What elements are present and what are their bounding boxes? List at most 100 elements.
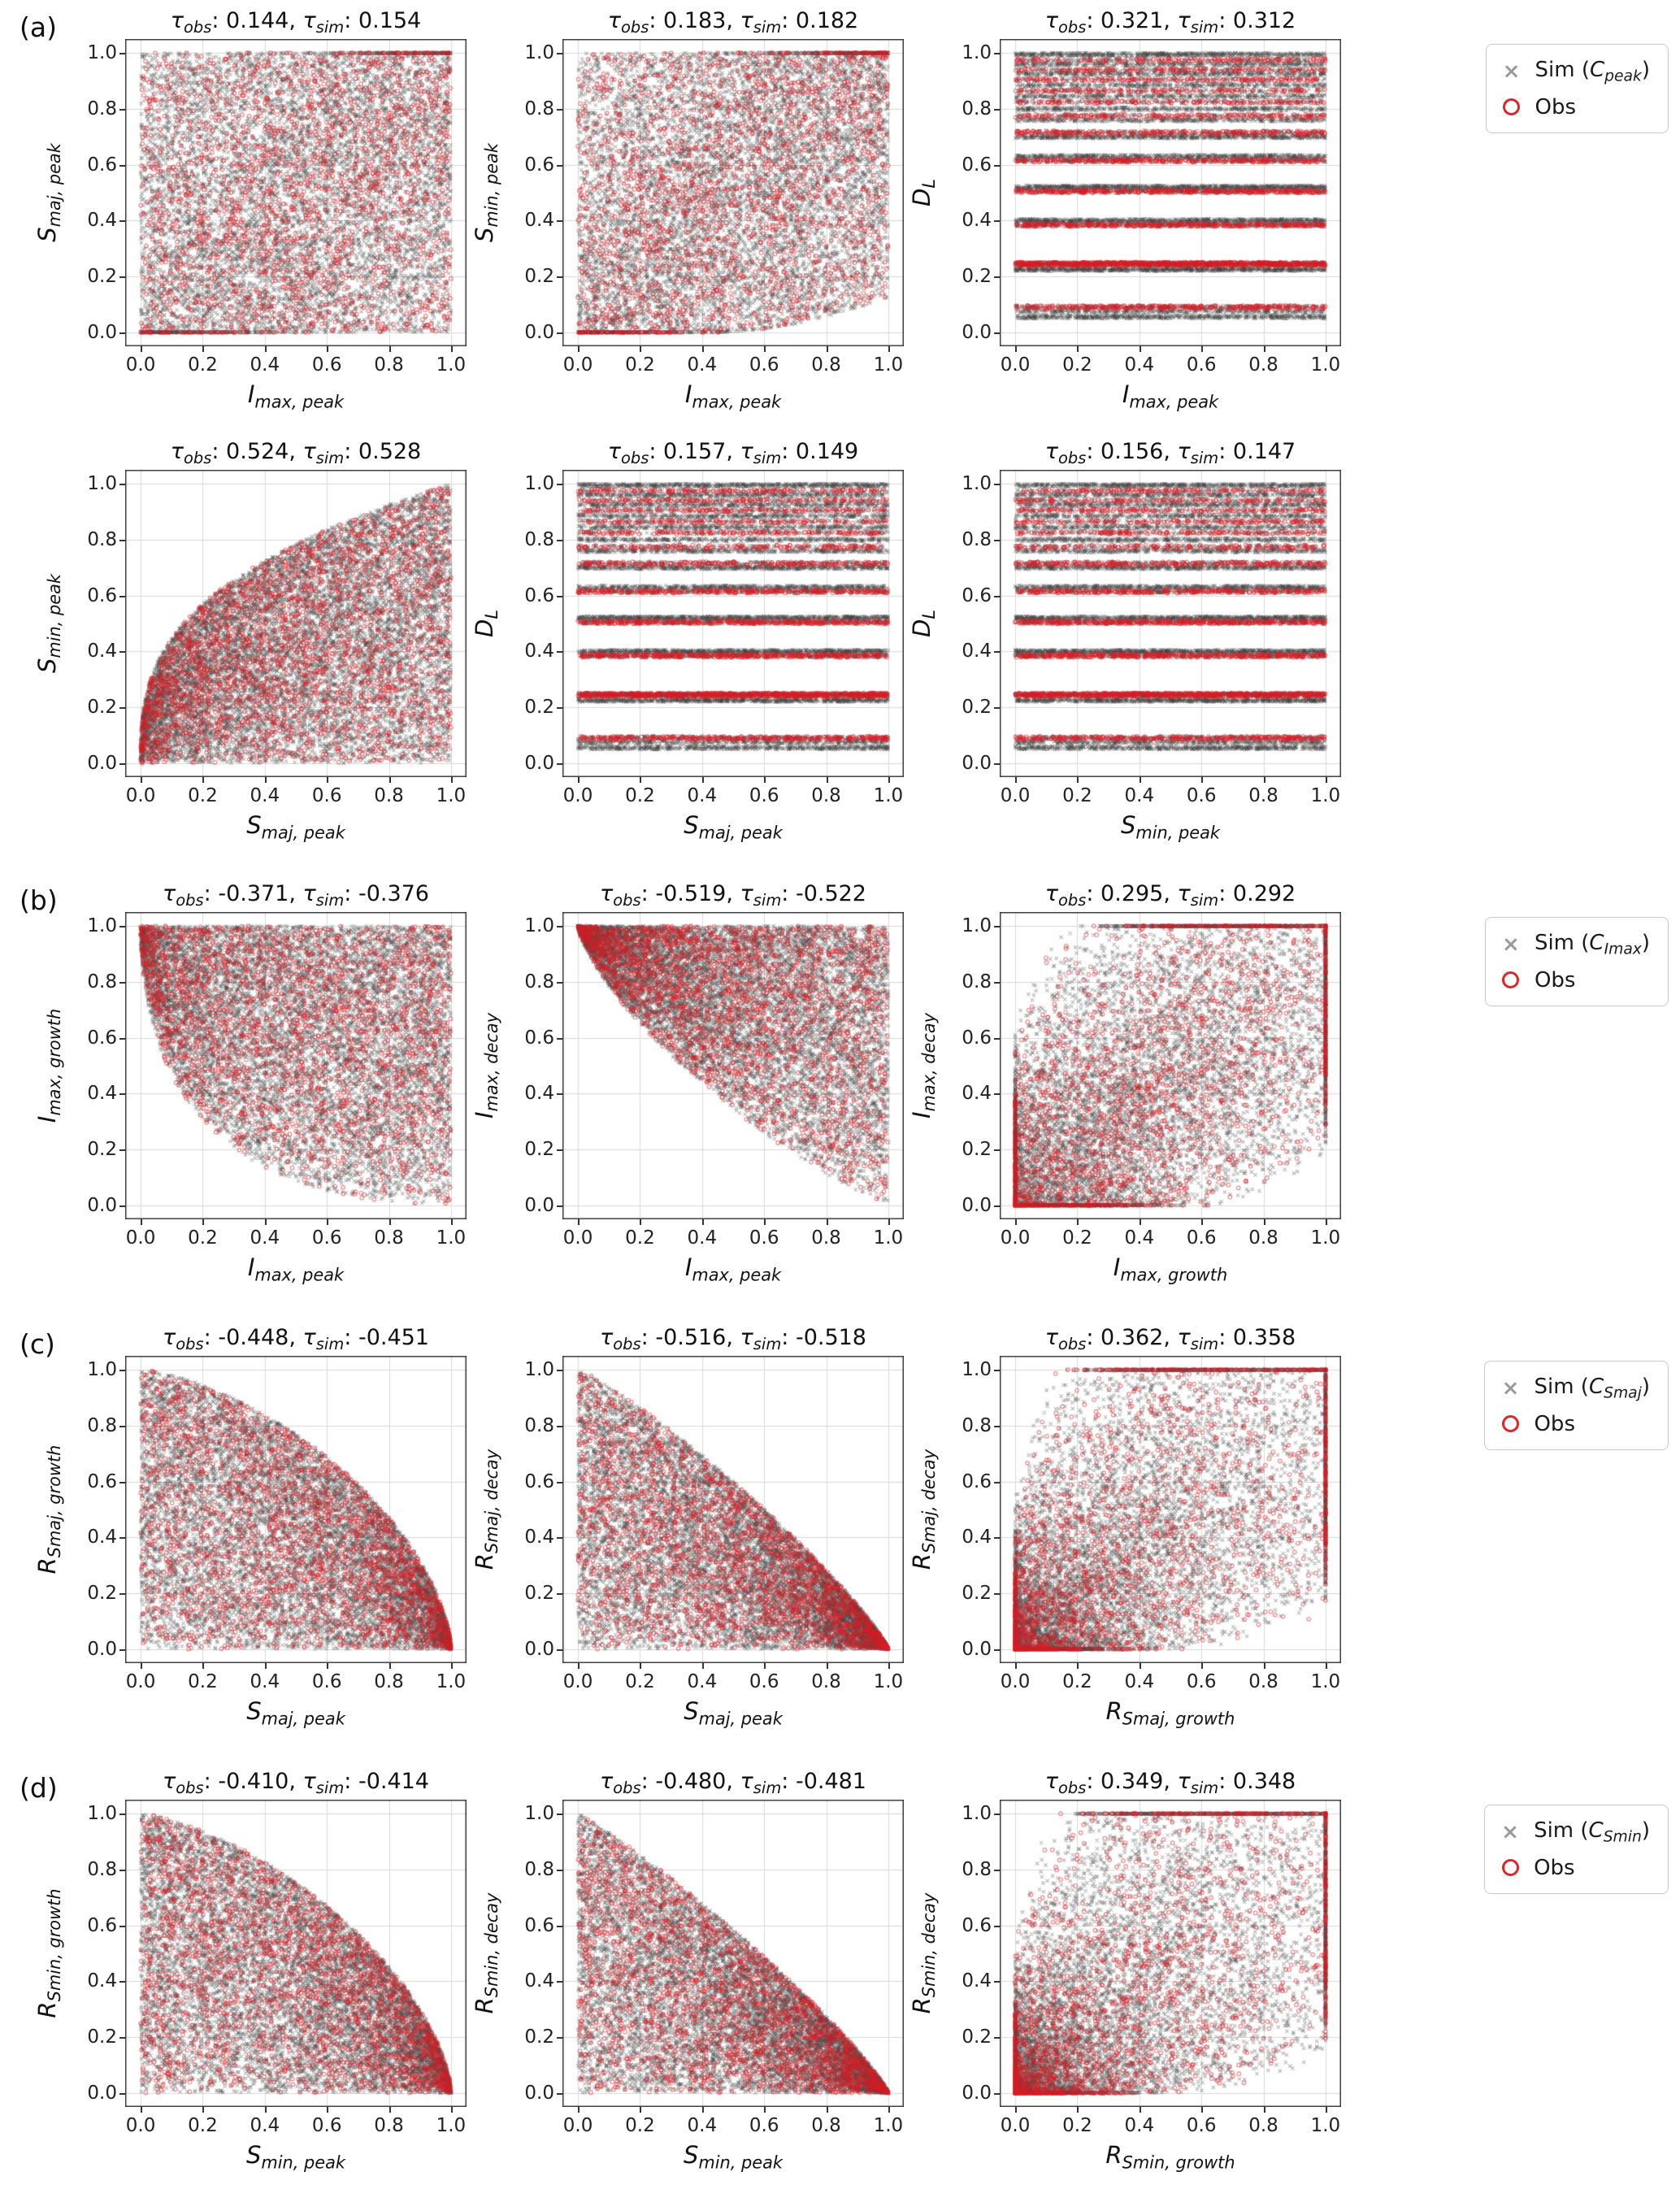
x-tick-mark <box>888 777 890 783</box>
y-tick-label: 1.0 <box>87 473 117 495</box>
y-tick-label: 0.6 <box>524 1914 554 1936</box>
x-tick-mark <box>450 1219 453 1225</box>
x-tick-mark <box>1201 2107 1204 2113</box>
legend-label: Sim (CSmaj) <box>1534 1375 1650 1402</box>
scatter-canvas-a2 <box>562 39 904 346</box>
x-tick-label: 1.0 <box>436 354 467 376</box>
x-tick-label: 0.6 <box>1186 1671 1217 1692</box>
x-axis-label: Imax, peak <box>684 1253 782 1285</box>
obs-circle <box>1502 971 1520 989</box>
y-tick-mark <box>119 1481 125 1483</box>
y-tick-mark <box>994 707 1000 710</box>
x-tick-mark <box>1263 346 1265 352</box>
subplot-title: τobs: 0.144, τsim: 0.154 <box>170 8 422 37</box>
y-tick-mark <box>119 484 125 486</box>
legend-b: × Sim (CImax) Obs <box>1484 917 1669 1006</box>
panel-b-label: (b) <box>20 884 58 916</box>
x-tick-label: 0.8 <box>811 354 841 376</box>
x-tick-mark <box>1077 346 1079 352</box>
obs-circle-marker-icon <box>1500 98 1524 116</box>
x-tick-mark <box>764 1219 766 1225</box>
x-tick-mark <box>264 1663 267 1669</box>
y-tick-mark <box>994 1869 1000 1871</box>
x-tick-label: 0.2 <box>625 2115 655 2136</box>
x-tick-mark <box>640 1219 642 1225</box>
subplot-title: τobs: 0.362, τsim: 0.358 <box>1044 1325 1296 1353</box>
scatter-subplot-b3: τobs: 0.295, τsim: 0.292 Imax, decay 0.0 0.… <box>904 881 1341 1297</box>
x-tick-mark <box>1139 1663 1141 1669</box>
y-tick-mark <box>994 1481 1000 1483</box>
y-tick-mark <box>994 2092 1000 2095</box>
x-tick-label: 1.0 <box>1310 1227 1341 1249</box>
x-tick-label: 1.0 <box>873 1671 904 1692</box>
x-tick-mark <box>389 777 391 783</box>
x-tick-mark <box>141 346 143 352</box>
subplot-title: τobs: 0.295, τsim: 0.292 <box>1044 881 1296 910</box>
y-axis-label: DL <box>470 610 502 637</box>
y-tick-label: 0.4 <box>962 1527 992 1549</box>
y-axis-label: RSmin, decay <box>470 1892 502 2014</box>
y-tick-label: 0.6 <box>524 584 554 606</box>
y-tick-label: 0.6 <box>87 1027 117 1049</box>
y-tick-mark <box>119 595 125 597</box>
y-tick-label: 0.4 <box>524 1527 554 1549</box>
x-tick-mark <box>1201 346 1204 352</box>
y-tick-label: 0.0 <box>962 321 992 343</box>
y-axis-label: Imax, growth <box>33 1008 65 1123</box>
legend-label: Obs <box>1534 1411 1575 1436</box>
subplot-title: τobs: 0.524, τsim: 0.528 <box>170 439 422 467</box>
panel-a-row-1: τobs: 0.144, τsim: 0.154 Smaj, peak 0.0 0.0… <box>29 8 1680 424</box>
legend-a: × Sim (Cpeak) Obs <box>1485 44 1669 133</box>
x-tick-label: 0.2 <box>1062 2115 1092 2136</box>
y-tick-mark <box>557 484 562 486</box>
x-tick-label: 0.0 <box>562 1671 593 1692</box>
y-tick-label: 0.0 <box>87 752 117 774</box>
x-tick-mark <box>1077 1219 1079 1225</box>
y-tick-label: 0.6 <box>962 1914 992 1936</box>
scatter-subplot-b2: τobs: -0.519, τsim: -0.522 Imax, decay 0.0… <box>467 881 904 1297</box>
x-tick-label: 0.4 <box>250 1227 280 1249</box>
x-tick-label: 0.6 <box>749 785 779 806</box>
scatter-canvas-d3 <box>1000 1800 1341 2107</box>
y-tick-mark <box>994 1425 1000 1427</box>
scatter-subplot-c2: τobs: -0.516, τsim: -0.518 RSmaj, decay 0.… <box>467 1325 904 1741</box>
x-tick-mark <box>826 2107 828 2113</box>
scatter-canvas-a1 <box>125 39 467 346</box>
y-tick-label: 0.8 <box>87 971 117 993</box>
y-tick-label: 0.6 <box>962 584 992 606</box>
y-axis-label: Smin, peak <box>33 573 65 674</box>
scatter-canvas-a5 <box>562 470 904 777</box>
y-tick-label: 0.4 <box>87 1083 117 1105</box>
x-tick-label: 0.8 <box>1248 1671 1278 1692</box>
y-tick-mark <box>119 1537 125 1540</box>
y-tick-mark <box>119 164 125 167</box>
y-tick-mark <box>994 539 1000 541</box>
scatter-subplot-a5: τobs: 0.157, τsim: 0.149 DL 0.0 0.0 0.2 0.2 0.… <box>467 439 904 855</box>
sim-x-marker-icon: × <box>1502 59 1521 84</box>
x-tick-mark <box>1325 1663 1327 1669</box>
panel-a: (a) τobs: 0.144, τsim: 0.154 Smaj, peak 0.… <box>0 8 1680 880</box>
x-tick-mark <box>141 1219 143 1225</box>
y-tick-label: 1.0 <box>962 1803 992 1825</box>
y-tick-mark <box>557 1648 562 1651</box>
x-tick-label: 1.0 <box>1310 1671 1341 1692</box>
x-tick-label: 0.6 <box>749 354 779 376</box>
obs-circle <box>1501 1415 1519 1433</box>
x-tick-mark <box>327 346 329 352</box>
y-tick-label: 0.8 <box>524 528 554 550</box>
y-tick-label: 0.0 <box>962 1194 992 1216</box>
subplot-title: τobs: -0.516, τsim: -0.518 <box>600 1325 866 1353</box>
y-tick-label: 0.8 <box>524 1858 554 1880</box>
y-tick-mark <box>119 926 125 928</box>
y-tick-mark <box>119 762 125 765</box>
y-tick-label: 0.4 <box>524 1083 554 1105</box>
panel-b-row: τobs: -0.371, τsim: -0.376 Imax, growth 0.… <box>29 881 1680 1297</box>
x-tick-label: 0.6 <box>311 354 342 376</box>
x-tick-label: 0.4 <box>1124 354 1155 376</box>
x-tick-label: 0.0 <box>562 354 593 376</box>
x-axis-label: Smaj, peak <box>246 1697 345 1729</box>
sim-x-marker-icon: × <box>1502 932 1520 957</box>
x-tick-mark <box>578 1219 580 1225</box>
x-axis-label: Smin, peak <box>245 2141 346 2173</box>
x-tick-label: 0.6 <box>1186 785 1217 806</box>
